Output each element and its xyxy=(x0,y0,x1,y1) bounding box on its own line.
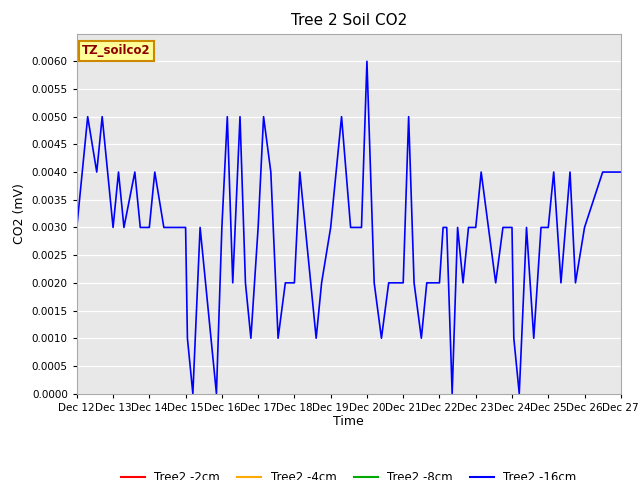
X-axis label: Time: Time xyxy=(333,415,364,429)
Title: Tree 2 Soil CO2: Tree 2 Soil CO2 xyxy=(291,13,407,28)
Legend: Tree2 -2cm, Tree2 -4cm, Tree2 -8cm, Tree2 -16cm: Tree2 -2cm, Tree2 -4cm, Tree2 -8cm, Tree… xyxy=(116,466,581,480)
Text: TZ_soilco2: TZ_soilco2 xyxy=(82,44,151,58)
Y-axis label: CO2 (mV): CO2 (mV) xyxy=(13,183,26,244)
